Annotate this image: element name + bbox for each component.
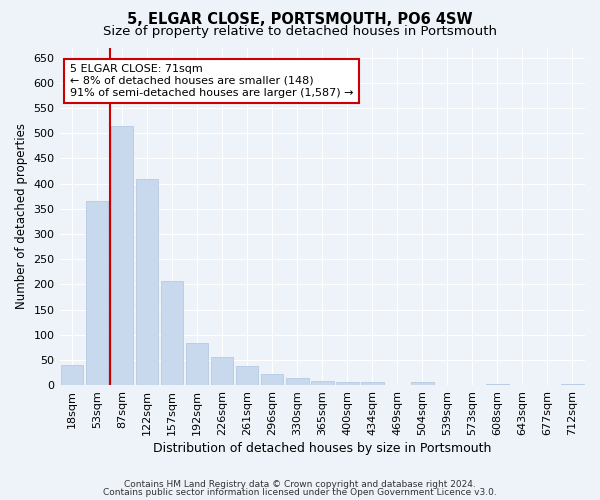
Text: Contains public sector information licensed under the Open Government Licence v3: Contains public sector information licen… bbox=[103, 488, 497, 497]
Bar bbox=[411, 382, 434, 385]
Bar bbox=[336, 382, 359, 385]
Bar bbox=[86, 201, 109, 385]
Text: Contains HM Land Registry data © Crown copyright and database right 2024.: Contains HM Land Registry data © Crown c… bbox=[124, 480, 476, 489]
Y-axis label: Number of detached properties: Number of detached properties bbox=[15, 124, 28, 310]
Bar bbox=[61, 365, 83, 385]
Bar bbox=[211, 357, 233, 385]
Bar bbox=[111, 126, 133, 385]
X-axis label: Distribution of detached houses by size in Portsmouth: Distribution of detached houses by size … bbox=[153, 442, 491, 455]
Bar bbox=[261, 374, 283, 385]
Bar bbox=[136, 178, 158, 385]
Bar bbox=[236, 366, 259, 385]
Bar bbox=[561, 384, 584, 385]
Text: 5, ELGAR CLOSE, PORTSMOUTH, PO6 4SW: 5, ELGAR CLOSE, PORTSMOUTH, PO6 4SW bbox=[127, 12, 473, 28]
Bar bbox=[486, 384, 509, 385]
Bar bbox=[311, 381, 334, 385]
Bar bbox=[286, 378, 308, 385]
Bar bbox=[161, 281, 184, 385]
Text: 5 ELGAR CLOSE: 71sqm
← 8% of detached houses are smaller (148)
91% of semi-detac: 5 ELGAR CLOSE: 71sqm ← 8% of detached ho… bbox=[70, 64, 353, 98]
Bar bbox=[361, 382, 383, 385]
Text: Size of property relative to detached houses in Portsmouth: Size of property relative to detached ho… bbox=[103, 25, 497, 38]
Bar bbox=[186, 344, 208, 385]
